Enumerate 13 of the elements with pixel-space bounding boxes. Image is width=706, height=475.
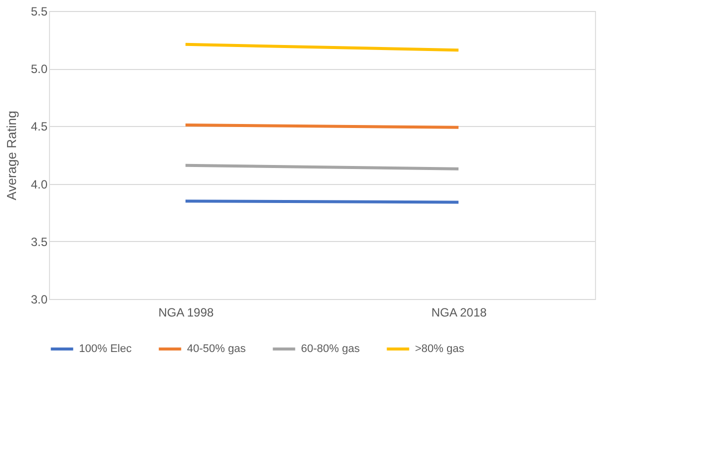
y-axis-title: Average Rating — [4, 110, 19, 200]
x-tick-label: NGA 1998 — [158, 306, 214, 320]
y-tick-label: 5.0 — [30, 62, 48, 76]
legend-label: 40-50% gas — [187, 343, 246, 355]
x-tick-label: NGA 2018 — [431, 306, 488, 320]
y-tick-label: 3.0 — [30, 292, 48, 306]
legend-label: >80% gas — [415, 343, 465, 355]
y-tick-label: 4.5 — [30, 120, 48, 134]
legend-label: 60-80% gas — [301, 343, 360, 355]
y-tick-label: 3.5 — [30, 234, 48, 249]
y-tick-label: 5.5 — [30, 4, 48, 18]
y-tick-label: 4.0 — [30, 177, 48, 192]
legend-label: 100% Elec — [79, 343, 132, 355]
